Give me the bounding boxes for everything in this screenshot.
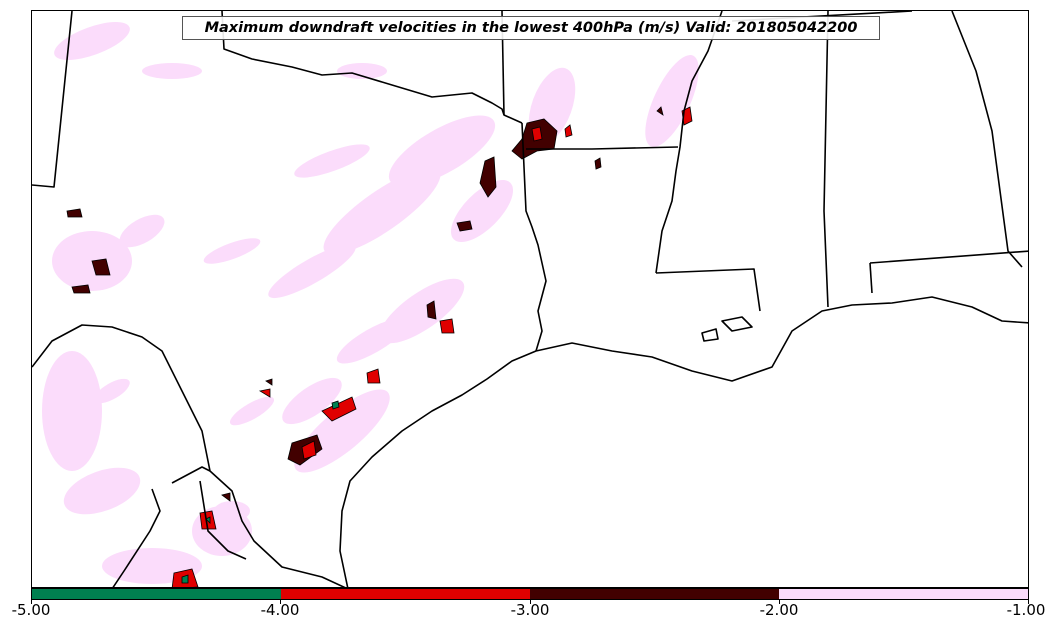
colorbar-tick (31, 600, 32, 604)
colorbar-tick-label: -5.00 (11, 601, 51, 619)
colorbar-segment-2 (281, 589, 530, 599)
colorbar-tick (1028, 600, 1029, 604)
map-borders (32, 11, 1028, 587)
colorbar (31, 588, 1029, 600)
field-light-pink (42, 22, 699, 584)
map-panel (31, 10, 1029, 588)
colorbar-tick-label: -3.00 (510, 601, 550, 619)
colorbar-tick (779, 600, 780, 604)
colorbar-tick-label: -2.00 (759, 601, 799, 619)
colorbar-segment-1 (32, 589, 281, 599)
colorbar-tick-label: -4.00 (260, 601, 300, 619)
colorbar-segment-4 (779, 589, 1028, 599)
colorbar-tick-label: -1.00 (1006, 601, 1046, 619)
map-canvas (32, 11, 1028, 587)
colorbar-tick (280, 600, 281, 604)
map-title: Maximum downdraft velocities in the lowe… (182, 16, 880, 40)
colorbar-tick (530, 600, 531, 604)
colorbar-segment-3 (530, 589, 779, 599)
